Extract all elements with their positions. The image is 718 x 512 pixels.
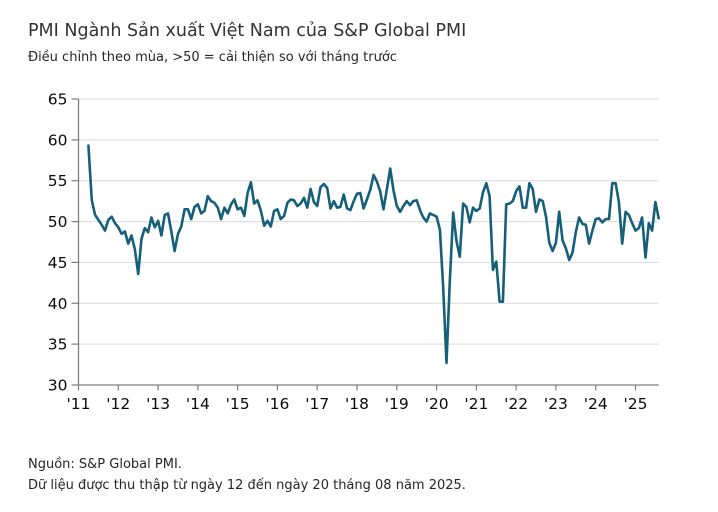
y-tick-label: 40 <box>48 295 68 313</box>
axes <box>77 99 659 386</box>
y-tick-label: 55 <box>48 172 68 190</box>
x-tick-label: '25 <box>624 395 648 413</box>
x-tick-label: '17 <box>305 395 329 413</box>
x-tick-label: '12 <box>106 395 130 413</box>
y-tick-label: 50 <box>48 213 68 231</box>
x-tick-label: '18 <box>345 395 369 413</box>
source-note: Nguồn: S&P Global PMI. <box>28 457 182 472</box>
y-tick-label: 35 <box>48 336 68 354</box>
x-tick-label: '21 <box>464 395 488 413</box>
x-tick-label: '16 <box>265 395 289 413</box>
collection-period-note: Dữ liệu được thu thập từ ngày 12 đến ngà… <box>28 478 466 493</box>
chart-subtitle: Điều chỉnh theo mùa, >50 = cải thiện so … <box>28 50 397 65</box>
gridlines <box>78 98 659 345</box>
y-axis-ticks: 30 35 40 45 50 55 60 65 <box>48 91 79 395</box>
y-tick-label: 60 <box>48 131 68 149</box>
x-tick-label: '11 <box>67 395 91 413</box>
x-tick-label: '23 <box>544 395 568 413</box>
x-tick-label: '20 <box>425 395 449 413</box>
y-tick-label: 30 <box>48 377 68 395</box>
x-tick-label: '22 <box>504 395 528 413</box>
x-axis-ticks: '11 '12 '13 '14 '15 '16 '17 '18 '19 '20 '21 '22 '23 '… <box>67 385 648 413</box>
x-tick-label: '13 <box>146 395 170 413</box>
y-tick-label: 65 <box>48 91 68 109</box>
y-tick-label: 45 <box>48 254 68 272</box>
chart-title: PMI Ngành Sản xuất Việt Nam của S&P Glob… <box>28 21 467 41</box>
x-tick-label: '15 <box>226 395 250 413</box>
x-tick-label: '19 <box>385 395 409 413</box>
x-tick-label: '24 <box>584 395 608 413</box>
x-tick-label: '14 <box>186 395 210 413</box>
pmi-series-line <box>87 144 661 365</box>
